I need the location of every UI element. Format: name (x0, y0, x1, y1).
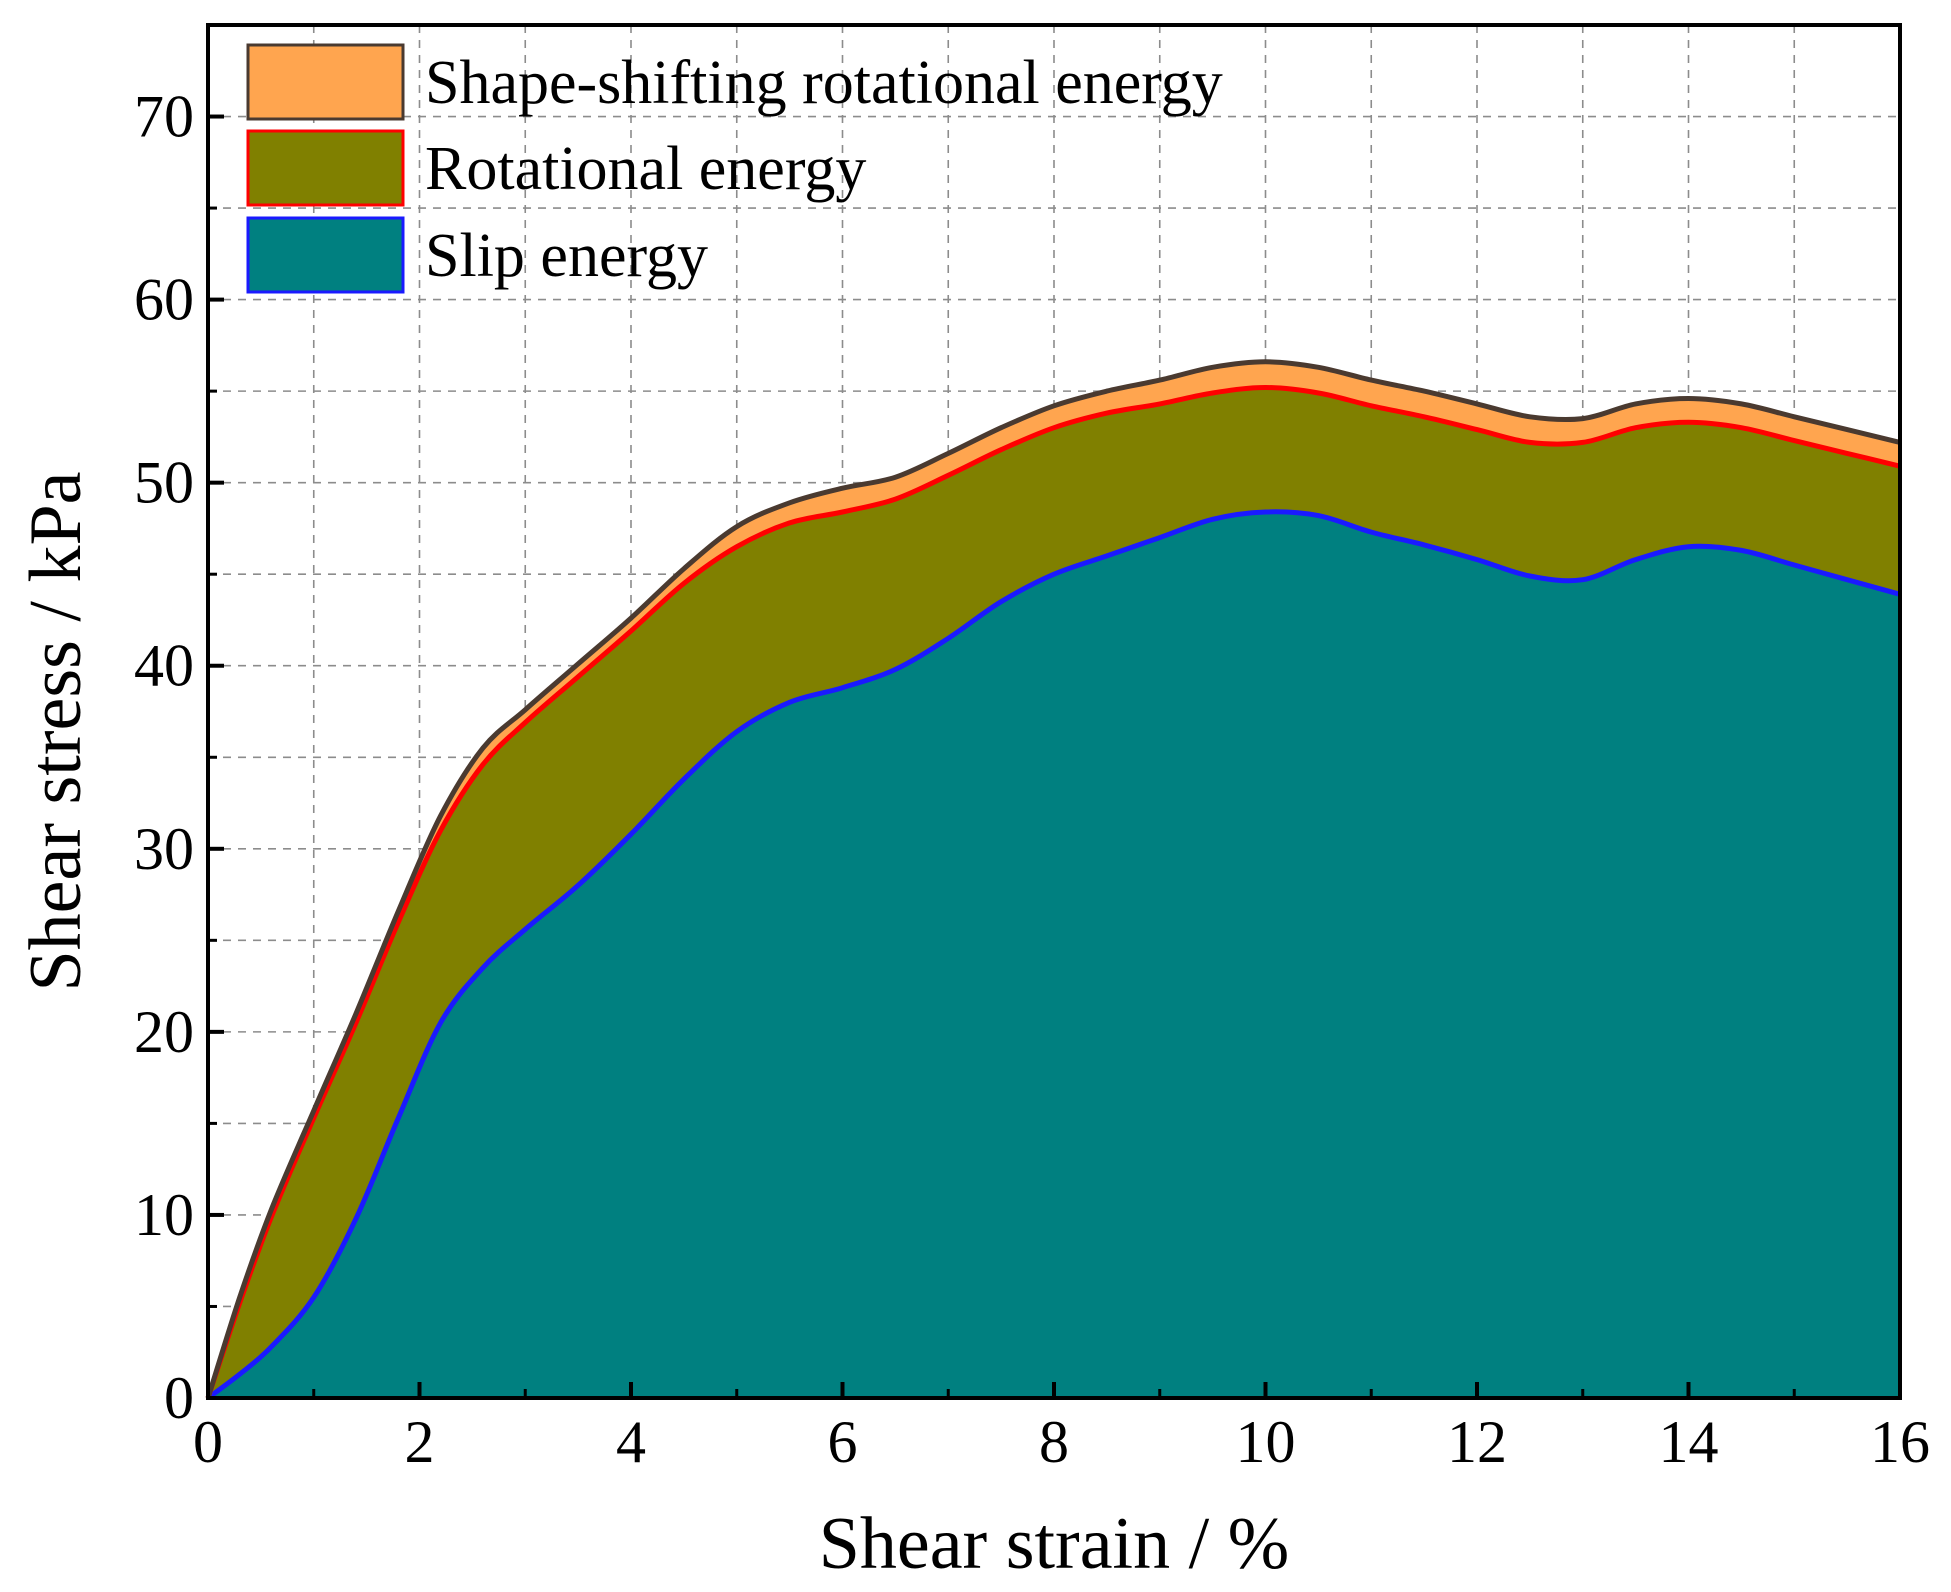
legend-label-slip: Slip energy (425, 222, 708, 290)
area-slip-energy (208, 511, 1900, 1398)
y-tick-label: 40 (134, 633, 194, 699)
y-tick-label: 20 (134, 999, 194, 1065)
y-tick-label: 30 (134, 816, 194, 882)
x-tick-label: 8 (1039, 1409, 1069, 1475)
axis-ticks: 0 2 4 6 8 10 12 14 16 0 10 20 30 40 50 60 70 (134, 84, 1930, 1475)
series-lines (205, 359, 1901, 1400)
line-slip-energy (206, 509, 1901, 1400)
x-tick-label: 2 (405, 1409, 435, 1475)
y-tick-label: 60 (134, 267, 194, 333)
legend-swatch-shape-shifting (246, 43, 405, 121)
legend-swatch-rotational (246, 129, 405, 207)
x-tick-label: 14 (1659, 1409, 1719, 1475)
x-tick-label: 12 (1447, 1409, 1507, 1475)
legend-label-rotational: Rotational energy (425, 135, 866, 203)
area-rotational-energy (208, 387, 1900, 1398)
line-shape-shifting-rotational-energy (205, 359, 1901, 1399)
y-tick-label: 0 (164, 1365, 194, 1431)
legend: Shape-shifting rotational energy Rotatio… (246, 43, 1223, 294)
y-tick-label: 70 (134, 84, 194, 150)
line-rotational-energy (205, 385, 1901, 1399)
x-tick-label: 10 (1236, 1409, 1296, 1475)
y-axis-title: Shear stress / kPa (15, 472, 97, 992)
x-tick-label: 6 (828, 1409, 858, 1475)
x-axis-title: Shear strain / % (819, 1503, 1290, 1585)
legend-swatch-slip (246, 216, 405, 294)
x-tick-label: 4 (616, 1409, 646, 1475)
x-tick-label: 16 (1870, 1409, 1930, 1475)
legend-label-shape-shifting: Shape-shifting rotational energy (425, 49, 1223, 117)
y-tick-label: 50 (134, 450, 194, 516)
x-tick-label: 0 (193, 1409, 223, 1475)
y-tick-label: 10 (134, 1182, 194, 1248)
